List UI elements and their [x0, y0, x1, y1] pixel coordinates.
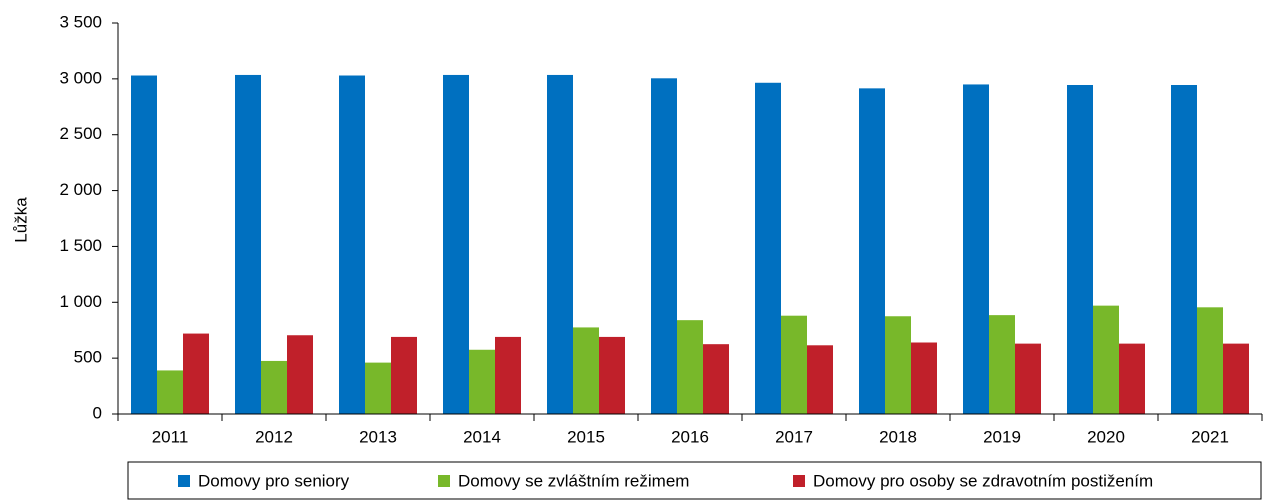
bar — [469, 349, 495, 414]
y-tick-label: 1 500 — [59, 236, 102, 255]
legend-label: Domovy se zvláštním režimem — [458, 471, 689, 490]
bar — [859, 88, 885, 415]
x-tick-label: 2018 — [879, 427, 917, 446]
x-tick-label: 2017 — [775, 427, 813, 446]
bar — [157, 370, 183, 414]
legend-box — [127, 461, 1262, 500]
bar — [703, 344, 729, 414]
bar — [287, 335, 313, 414]
bar — [183, 333, 209, 414]
bar — [261, 360, 287, 414]
bar — [651, 78, 677, 414]
legend-label: Domovy pro seniory — [198, 471, 350, 490]
legend-swatch — [438, 475, 450, 487]
bar — [495, 336, 521, 414]
bar — [755, 82, 781, 414]
bar — [547, 74, 573, 414]
bar — [781, 315, 807, 414]
bar — [885, 316, 911, 414]
bar — [1171, 85, 1197, 414]
bar — [1015, 343, 1041, 414]
y-tick-label: 500 — [74, 348, 102, 367]
legend-label: Domovy pro osoby se zdravotním postižení… — [813, 471, 1153, 490]
bar — [365, 362, 391, 414]
y-tick-label: 2 500 — [59, 124, 102, 143]
legend-swatch — [178, 475, 190, 487]
x-tick-label: 2013 — [359, 427, 397, 446]
legend-swatch — [793, 475, 805, 487]
bar — [1197, 307, 1223, 414]
bar — [131, 75, 157, 415]
x-tick-label: 2020 — [1087, 427, 1125, 446]
bar — [599, 336, 625, 414]
x-tick-label: 2014 — [463, 427, 501, 446]
bar — [1223, 343, 1249, 414]
x-tick-label: 2012 — [255, 427, 293, 446]
bar — [1119, 343, 1145, 414]
y-tick-label: 1 000 — [59, 292, 102, 311]
y-tick-label: 2 000 — [59, 180, 102, 199]
bar — [573, 327, 599, 414]
y-axis-label: Lůžka — [11, 197, 30, 243]
bar — [1067, 85, 1093, 414]
bar — [989, 315, 1015, 414]
bar — [339, 75, 365, 415]
y-tick-label: 3 000 — [59, 68, 102, 87]
bar — [807, 345, 833, 414]
y-tick-label: 3 500 — [59, 12, 102, 31]
x-tick-label: 2011 — [152, 427, 189, 446]
x-tick-label: 2019 — [983, 427, 1021, 446]
y-tick-label: 0 — [93, 403, 102, 422]
x-tick-label: 2021 — [1191, 427, 1229, 446]
bar — [677, 320, 703, 414]
bar — [443, 74, 469, 414]
bar — [391, 336, 417, 414]
bar — [1093, 305, 1119, 414]
x-tick-label: 2016 — [671, 427, 709, 446]
bar — [963, 84, 989, 414]
bar — [235, 74, 261, 414]
x-tick-label: 2015 — [567, 427, 605, 446]
bar — [911, 342, 937, 414]
